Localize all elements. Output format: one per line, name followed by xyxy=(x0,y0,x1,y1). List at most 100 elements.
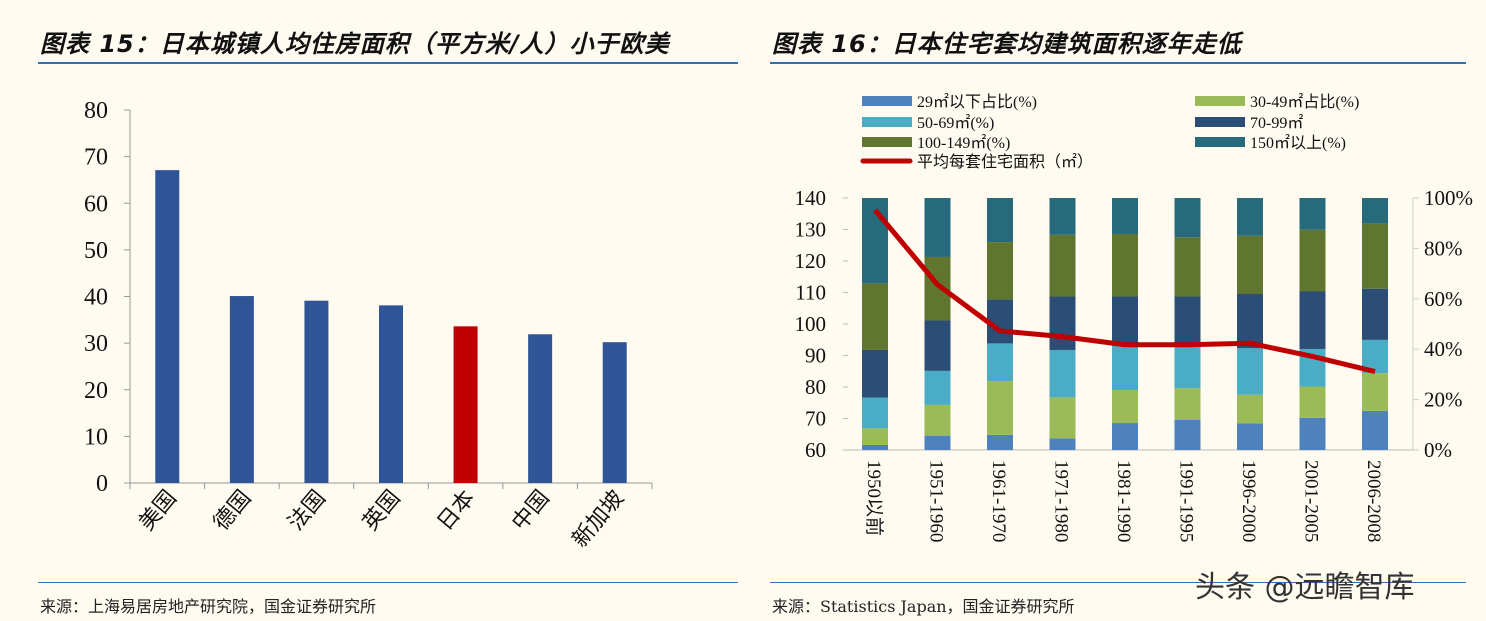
right-y-left-label: 100 xyxy=(795,312,827,336)
left-y-tick-label: 50 xyxy=(84,238,108,264)
right-title-rule xyxy=(770,62,1466,64)
average-area-line xyxy=(873,208,1376,374)
stacked-segment xyxy=(1237,394,1263,424)
right-x-label: 1981-1990 xyxy=(1113,460,1134,542)
legend-swatch xyxy=(1195,117,1245,127)
right-x-label: 1991-1995 xyxy=(1176,460,1197,542)
stacked-segment xyxy=(1174,237,1201,297)
stacked-segment xyxy=(1237,198,1263,236)
stacked-segment xyxy=(1362,223,1388,289)
stacked-segment xyxy=(1049,198,1076,235)
legend-label: 50-69㎡(%) xyxy=(917,114,994,132)
stacked-segment xyxy=(1362,410,1388,450)
right-x-label: 1996-2000 xyxy=(1238,460,1259,542)
left-y-tick-label: 80 xyxy=(84,98,108,124)
stacked-segment xyxy=(1174,420,1201,450)
stacked-segment xyxy=(1174,198,1201,238)
stacked-segment xyxy=(987,380,1013,435)
left-bar-德国 xyxy=(229,296,254,483)
right-y-left-label: 90 xyxy=(805,344,826,368)
stacked-segment xyxy=(1174,388,1201,421)
left-bar-英国 xyxy=(379,305,403,483)
left-y-tick-label: 20 xyxy=(84,378,108,404)
right-y-left-label: 70 xyxy=(805,407,826,431)
stacked-segment xyxy=(1112,198,1138,235)
watermark: 头条 @远瞻智库 xyxy=(1195,570,1415,605)
right-y-left-label: 110 xyxy=(795,281,826,305)
left-bar-中国 xyxy=(528,334,553,483)
stacked-segment xyxy=(1049,296,1076,350)
stacked-segment xyxy=(1362,288,1388,340)
left-y-tick-label: 70 xyxy=(84,145,108,171)
left-bar-美国 xyxy=(155,170,180,484)
left-y-tick-label: 60 xyxy=(84,191,108,217)
stacked-segment xyxy=(862,444,888,450)
stacked-segment xyxy=(1237,235,1263,295)
right-y-left-label: 120 xyxy=(795,249,827,273)
right-y-right-label: 100% xyxy=(1424,186,1473,210)
left-x-label: 英国 xyxy=(357,485,404,535)
stacked-segment xyxy=(862,283,888,350)
stacked-segment xyxy=(1299,417,1326,450)
legend-label: 30-49㎡占比(%) xyxy=(1250,93,1359,111)
stacked-segment xyxy=(1112,234,1138,297)
stacked-segment xyxy=(1362,198,1388,224)
right-x-label: 1950以前 xyxy=(863,460,885,536)
stacked-segment xyxy=(1112,390,1138,424)
stacked-segment xyxy=(1049,349,1076,398)
right-x-label: 2001-2005 xyxy=(1301,460,1322,542)
right-y-right-label: 60% xyxy=(1424,287,1463,311)
right-y-right-label: 0% xyxy=(1424,438,1452,462)
left-y-tick-label: 0 xyxy=(96,471,108,497)
stacked-segment xyxy=(1237,348,1263,395)
stacked-segment xyxy=(1362,373,1388,411)
legend-label: 29㎡以下占比(%) xyxy=(917,93,1037,111)
right-y-right-label: 40% xyxy=(1424,337,1463,361)
stacked-segment xyxy=(924,435,951,450)
stacked-segment xyxy=(924,404,951,436)
stacked-segment xyxy=(1049,234,1076,297)
left-x-label: 日本 xyxy=(432,485,479,535)
stacked-segment xyxy=(1112,296,1138,345)
left-x-label: 中国 xyxy=(507,485,554,535)
left-bar-新加坡 xyxy=(602,342,627,483)
legend-swatch xyxy=(862,117,912,127)
legend-label: 平均每套住宅面积（㎡） xyxy=(917,153,1093,171)
right-y-right-label: 80% xyxy=(1424,236,1463,260)
stacked-segment xyxy=(1112,423,1138,450)
stacked-segment xyxy=(924,370,951,405)
right-y-left-label: 130 xyxy=(795,218,827,242)
stacked-segment xyxy=(1237,294,1263,349)
left-bar-法国 xyxy=(304,300,329,483)
left-footer-rule xyxy=(38,582,738,583)
stacked-segment xyxy=(1237,423,1263,450)
left-x-label: 德国 xyxy=(208,485,255,535)
stacked-segment xyxy=(987,434,1013,450)
stacked-segment xyxy=(1299,229,1326,292)
left-y-tick-label: 40 xyxy=(84,285,108,311)
left-x-label: 美国 xyxy=(134,485,181,535)
right-y-left-label: 60 xyxy=(805,438,826,462)
legend-swatch xyxy=(1195,137,1245,147)
stacked-segment xyxy=(987,242,1013,300)
right-chart-title: 图表 16：日本住宅套均建筑面积逐年走低 xyxy=(772,30,1242,58)
stacked-segment xyxy=(1174,344,1201,389)
stacked-segment xyxy=(1299,386,1326,418)
legend-label: 70-99㎡ xyxy=(1250,114,1303,132)
legend-label: 100-149㎡(%) xyxy=(917,134,1010,152)
stacked-segment xyxy=(862,428,888,445)
left-x-label: 新加坡 xyxy=(567,485,629,552)
right-x-label: 1951-1960 xyxy=(926,460,947,542)
stacked-segment xyxy=(987,343,1013,381)
stacked-segment xyxy=(1174,296,1201,345)
left-chart-title: 图表 15：日本城镇人均住房面积（平方米/人）小于欧美 xyxy=(40,30,670,58)
left-x-label: 法国 xyxy=(283,485,330,535)
left-title-rule xyxy=(38,62,738,64)
left-source: 来源：上海易居房地产研究院，国金证券研究所 xyxy=(40,597,377,616)
right-x-label: 1971-1980 xyxy=(1051,460,1072,542)
stacked-segment xyxy=(1112,344,1138,391)
right-footer-rule xyxy=(770,582,1466,583)
right-y-left-label: 140 xyxy=(795,186,827,210)
stacked-segment xyxy=(987,198,1013,243)
